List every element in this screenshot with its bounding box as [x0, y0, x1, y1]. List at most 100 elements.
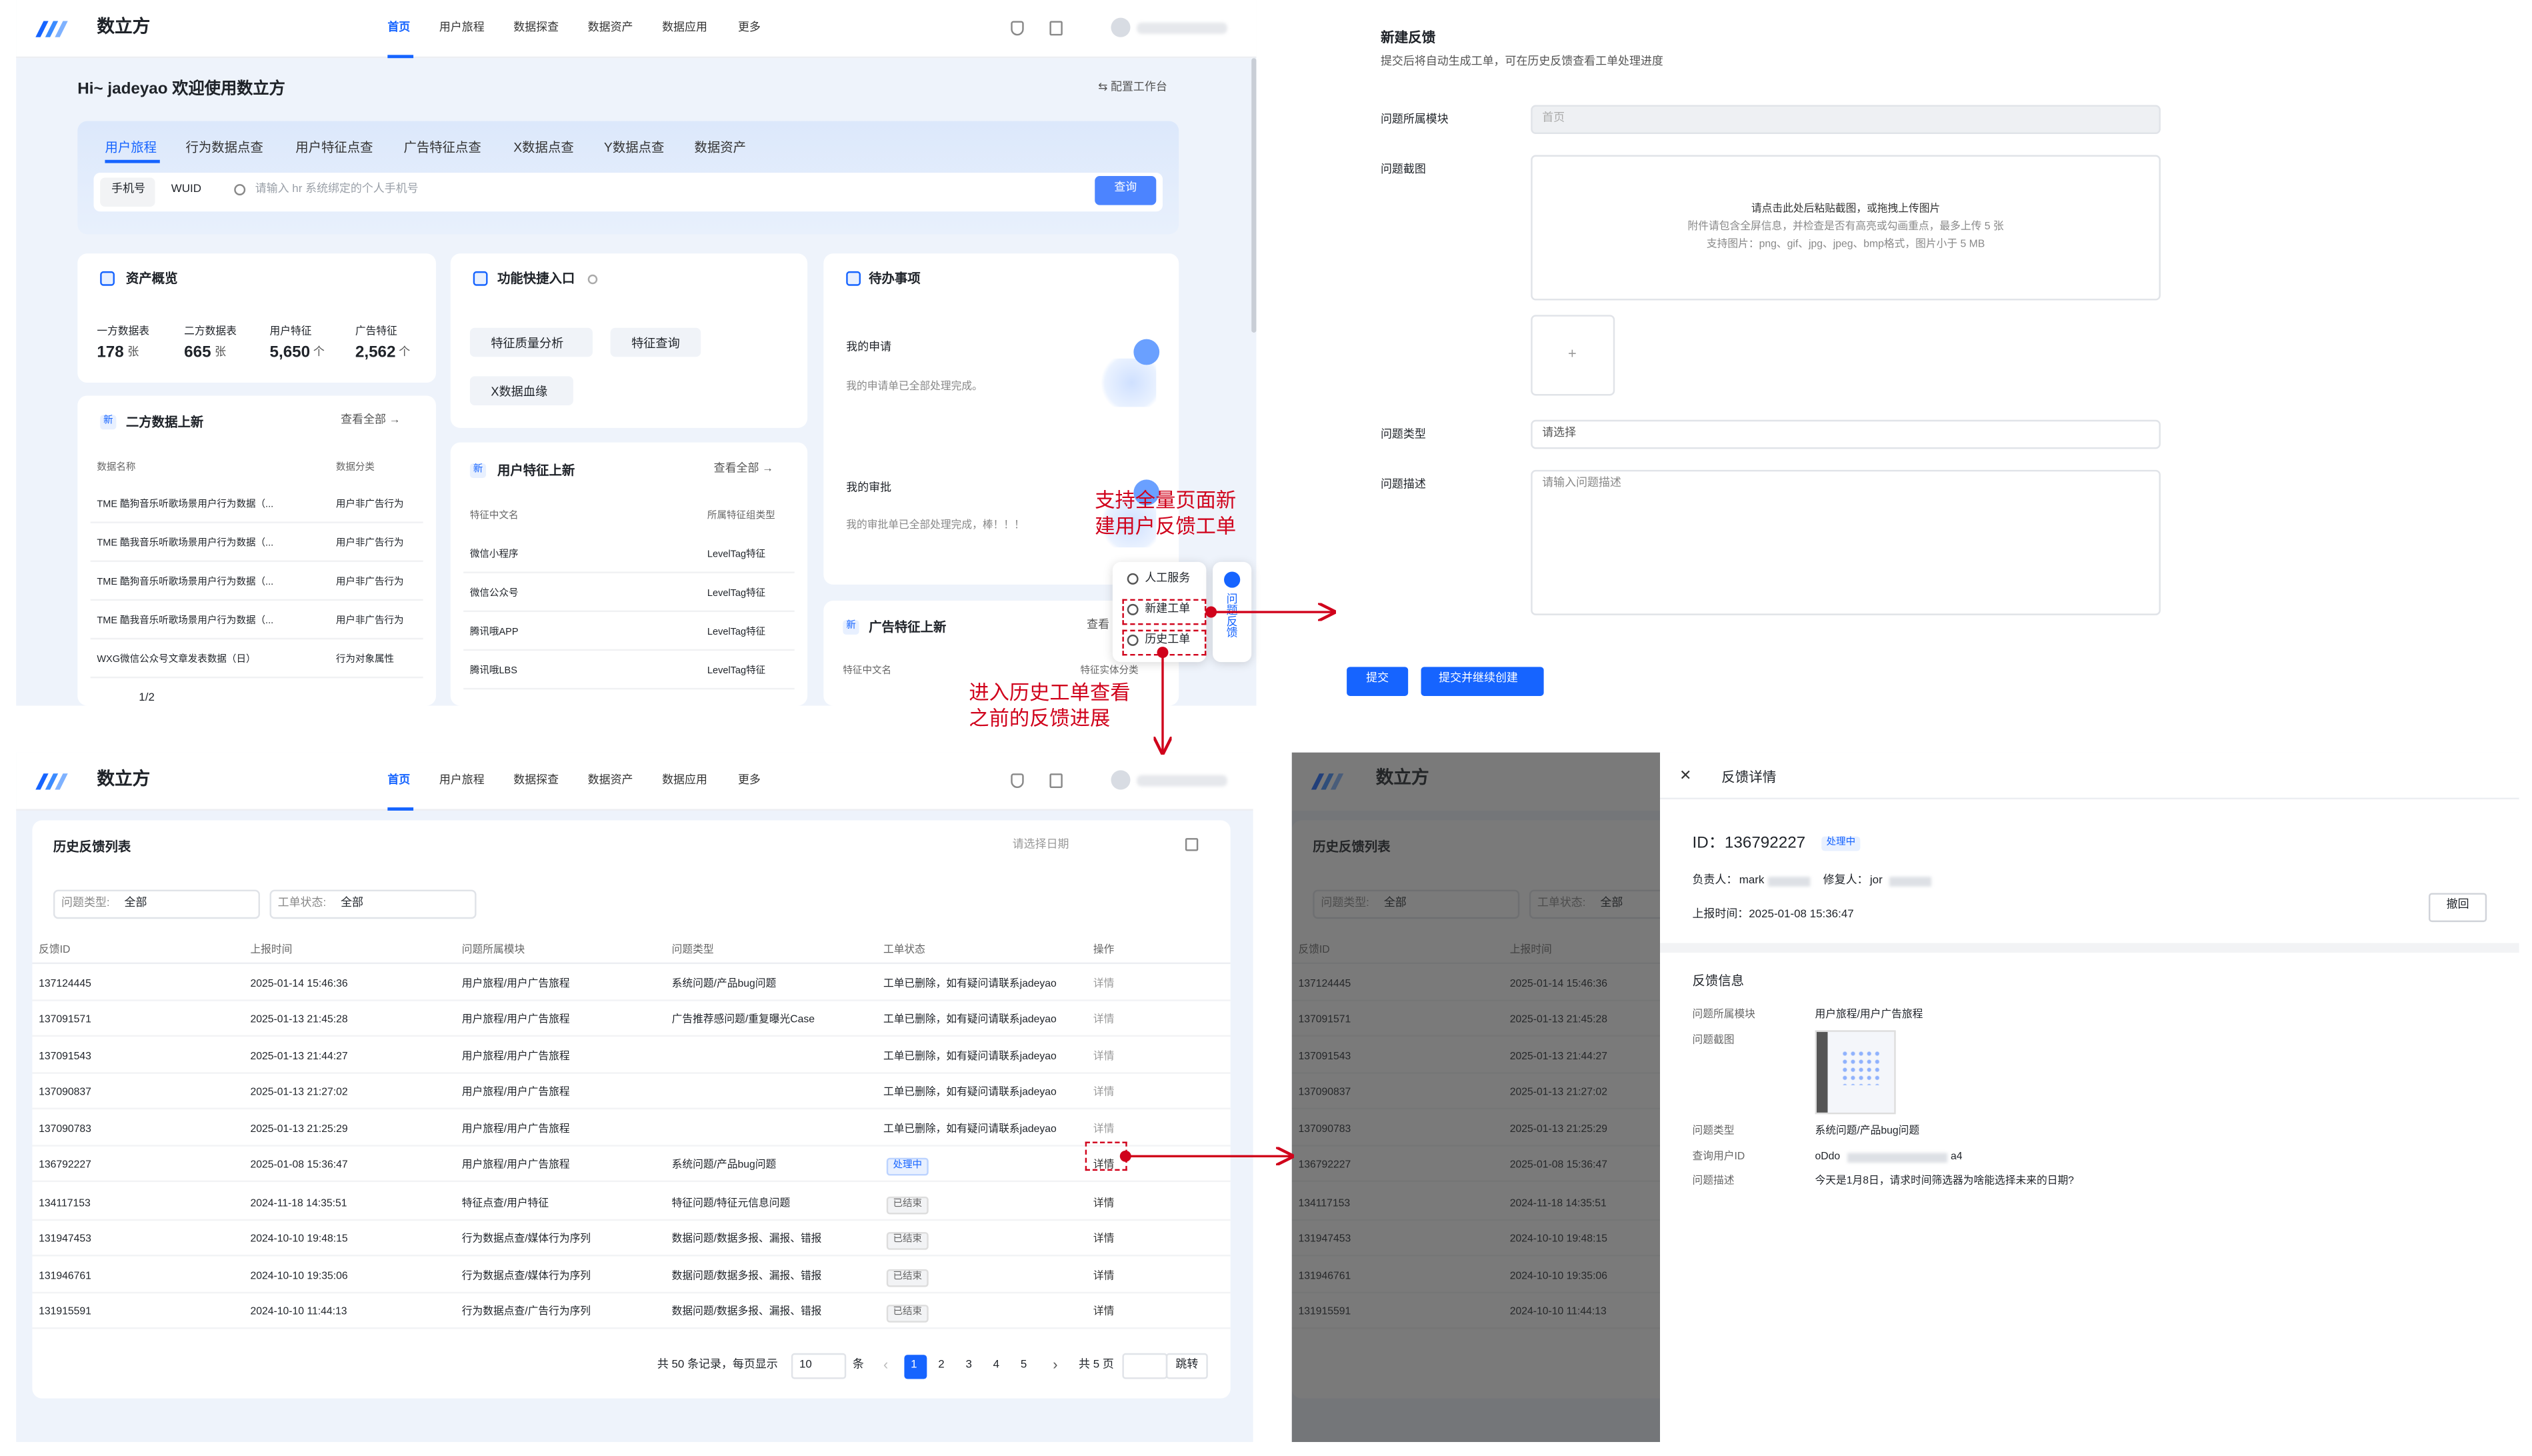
- search-tab[interactable]: 用户特征点查: [295, 140, 373, 155]
- page-number[interactable]: 2: [938, 1359, 945, 1371]
- filter-value: 全部: [124, 897, 147, 909]
- submit-continue-button[interactable]: 提交并继续创建: [1439, 673, 1518, 685]
- page-size: 10: [799, 1359, 812, 1371]
- nav-item[interactable]: 用户旅程: [439, 22, 485, 34]
- nav-item[interactable]: 数据应用: [662, 22, 707, 34]
- filter-select[interactable]: [269, 889, 477, 919]
- search-tab[interactable]: 数据资产: [694, 140, 747, 155]
- card-title: 待办事项: [869, 271, 921, 286]
- search-tab[interactable]: 广告特征点查: [403, 140, 481, 155]
- search-placeholder: 请输入 hr 系统绑定的个人手机号: [255, 184, 419, 196]
- page-prev[interactable]: ‹: [883, 1356, 889, 1373]
- detail-link[interactable]: 详情: [1093, 1123, 1115, 1135]
- desc-textarea[interactable]: [1531, 469, 2161, 615]
- shortcut-button[interactable]: [610, 327, 701, 357]
- search-tab[interactable]: X数据点查: [513, 140, 574, 155]
- avatar[interactable]: [1111, 17, 1131, 37]
- detail-link[interactable]: 详情: [1093, 1159, 1115, 1171]
- detail-link[interactable]: 详情: [1093, 1306, 1115, 1318]
- nav-item[interactable]: 更多: [737, 775, 761, 787]
- search-button[interactable]: 查询: [1114, 182, 1137, 194]
- search-button-bg[interactable]: [1095, 176, 1157, 205]
- greeting: Hi~ jadeyao 欢迎使用数立方: [77, 81, 285, 99]
- float-tab-label[interactable]: 问题反馈: [1225, 592, 1237, 638]
- shortcut-button[interactable]: [469, 327, 593, 357]
- shortcut-label[interactable]: 特征质量分析: [491, 335, 564, 351]
- nav-item[interactable]: 数据资产: [587, 22, 633, 34]
- upload-plus-box[interactable]: [1531, 315, 1615, 396]
- status-tag: 已结束: [886, 1232, 929, 1251]
- drawer: [1660, 752, 2519, 1443]
- submit-bg[interactable]: [1347, 667, 1409, 696]
- card-title: 二方数据上新: [125, 415, 204, 430]
- nav-item[interactable]: 用户旅程: [439, 775, 485, 787]
- icon-shield[interactable]: [1011, 21, 1024, 36]
- shortcut-label[interactable]: X数据血缘: [491, 384, 548, 399]
- nav-item[interactable]: 首页: [387, 775, 411, 787]
- search-tab-underline: [105, 159, 160, 163]
- id-type-active[interactable]: [100, 177, 155, 207]
- page-current-bg[interactable]: [904, 1355, 927, 1379]
- table-cell: 134117153: [39, 1198, 91, 1209]
- icon-shield[interactable]: [1011, 773, 1024, 789]
- jump-button-bg[interactable]: [1165, 1353, 1208, 1379]
- nav-item[interactable]: 数据应用: [662, 775, 707, 787]
- jump-button[interactable]: 跳转: [1175, 1359, 1199, 1371]
- more-link[interactable]: 查看全部 →: [341, 415, 401, 427]
- nav-underline: [387, 55, 414, 59]
- table-cell: 137091543: [39, 1051, 91, 1063]
- nav-item[interactable]: 数据资产: [587, 775, 633, 787]
- page-number[interactable]: 4: [993, 1359, 1000, 1371]
- type-select[interactable]: [1531, 419, 2161, 449]
- id-type[interactable]: WUID: [171, 184, 201, 196]
- detail-link[interactable]: 详情: [1093, 1051, 1115, 1063]
- nav-item[interactable]: 首页: [387, 22, 411, 34]
- table-cell: 用户非广告行为: [335, 617, 404, 627]
- float-menu-item[interactable]: 历史工单: [1145, 634, 1191, 646]
- detail-link[interactable]: 详情: [1093, 1087, 1115, 1099]
- drawer-close[interactable]: ✕: [1679, 767, 1692, 783]
- detail-link[interactable]: 详情: [1093, 1198, 1115, 1209]
- icon-doc[interactable]: [1049, 21, 1063, 36]
- table-cell: 131915591: [39, 1306, 91, 1318]
- detail-link[interactable]: 详情: [1093, 978, 1115, 990]
- filter-select[interactable]: [53, 889, 260, 919]
- nav-item[interactable]: 数据探查: [513, 775, 559, 787]
- avatar[interactable]: [1111, 770, 1131, 790]
- search-tab[interactable]: 行为数据点查: [185, 140, 263, 155]
- page-number[interactable]: 5: [1020, 1359, 1027, 1371]
- revoke-bg[interactable]: [2428, 893, 2487, 923]
- more-link[interactable]: 查看全部 →: [713, 463, 774, 475]
- page-number[interactable]: 3: [965, 1359, 972, 1371]
- submit-button[interactable]: 提交: [1366, 673, 1389, 685]
- shortcut-label[interactable]: 特征查询: [631, 335, 680, 351]
- submit-continue-bg[interactable]: [1421, 667, 1544, 696]
- id-type[interactable]: 手机号: [111, 184, 145, 196]
- more-link[interactable]: 查看: [1087, 620, 1110, 632]
- upload-area[interactable]: [1531, 155, 2161, 301]
- upload-hint: 附件请包含全屏信息，并检查是否有高亮或勾画重点，最多上传 5 张: [1687, 221, 2004, 233]
- report-time: 上报时间：2025-01-08 15:36:47: [1692, 909, 1854, 921]
- table-cell: TME 酷我音乐听歌场景用户行为数据（...: [97, 539, 274, 549]
- float-menu-item[interactable]: 人工服务: [1145, 573, 1191, 585]
- float-menu-item[interactable]: 新建工单: [1145, 603, 1191, 615]
- search-tab[interactable]: Y数据点查: [603, 140, 665, 155]
- shortcut-button[interactable]: [469, 376, 573, 405]
- table-cell: 微信小程序: [469, 550, 519, 561]
- page-next[interactable]: ›: [1053, 1356, 1058, 1373]
- float-tab-icon: [1224, 571, 1241, 588]
- page-size-select[interactable]: [791, 1353, 847, 1379]
- nav-item[interactable]: 更多: [737, 22, 761, 34]
- revoke-button[interactable]: 撤回: [2446, 899, 2469, 911]
- brand: 数立方: [97, 17, 151, 37]
- page-number[interactable]: 1: [911, 1359, 917, 1371]
- nav-item[interactable]: 数据探查: [513, 22, 559, 34]
- detail-link[interactable]: 详情: [1093, 1234, 1115, 1246]
- search-tab[interactable]: 用户旅程: [105, 140, 157, 155]
- card-title: 用户特征上新: [497, 463, 575, 478]
- icon-doc[interactable]: [1049, 773, 1063, 789]
- detail-link[interactable]: 详情: [1093, 1270, 1115, 1282]
- config-link[interactable]: ⇆ 配置工作台: [1098, 82, 1167, 94]
- detail-link[interactable]: 详情: [1093, 1015, 1115, 1027]
